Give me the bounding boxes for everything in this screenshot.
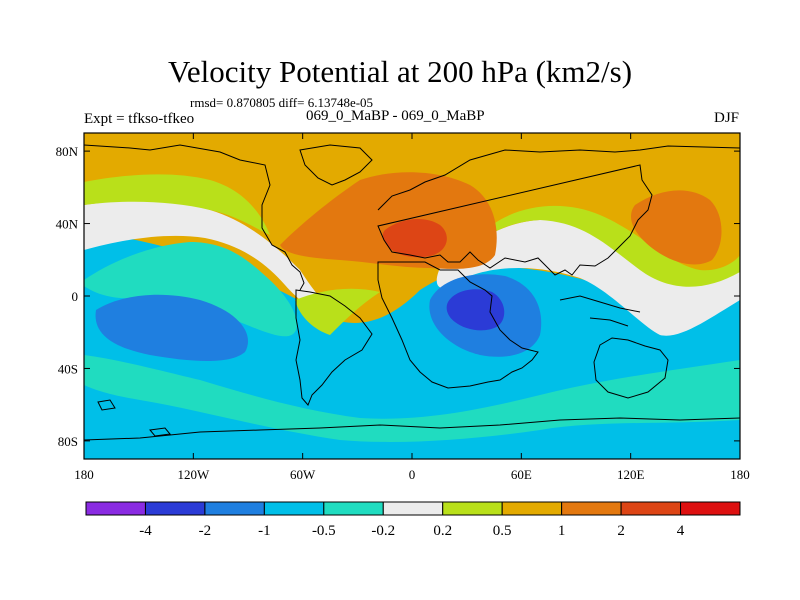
x-tick-label: 60E <box>511 467 532 482</box>
y-tick-label: 0 <box>72 289 79 304</box>
coast-south-america <box>295 289 373 406</box>
coast-north-america <box>84 144 305 291</box>
x-tick-label: 60W <box>290 467 316 482</box>
chart-title: Velocity Potential at 200 hPa (km2/s) <box>167 54 633 89</box>
season-label: DJF <box>713 110 739 126</box>
x-tick-label: 120W <box>177 467 210 482</box>
stats-label: rmsd= 0.870805 diff= 6.13748e-05 <box>190 95 374 110</box>
y-tick-label: 40N <box>56 217 79 232</box>
coast-greenland <box>299 144 373 186</box>
x-tick-label: 120E <box>617 467 645 482</box>
colorbar-swatch <box>620 501 682 516</box>
colorbar-label: -1 <box>258 523 271 539</box>
colorbar-swatch <box>501 501 563 516</box>
colorbar-label: -4 <box>139 523 152 539</box>
contour-fill-layer <box>84 133 740 459</box>
colorbar: -4 -2 -1 -0.5 -0.2 0.2 0.5 1 2 4 <box>85 501 741 539</box>
contour-band-teal-west <box>84 242 297 337</box>
y-tick-label: 40S <box>58 361 78 376</box>
coast-antarctica <box>84 417 740 441</box>
colorbar-swatch <box>680 501 741 516</box>
coast-eurasia <box>377 145 740 276</box>
coast-africa <box>377 261 539 389</box>
contour-band-white-west <box>84 200 335 314</box>
contour-band-teal-south <box>84 355 740 442</box>
coastlines <box>84 144 740 441</box>
contour-band-deep-blue-africa <box>446 289 505 331</box>
colorbar-label: 2 <box>617 523 625 539</box>
colorbar-label: 0.2 <box>433 523 452 539</box>
x-tick-label: 0 <box>409 467 416 482</box>
colorbar-label: 4 <box>677 523 685 539</box>
x-tick-label: 180 <box>74 467 94 482</box>
colorbar-swatch <box>561 501 622 516</box>
coast-indonesia <box>559 295 641 327</box>
x-axis: 180 120W 60W 0 60E 120E 180 <box>74 133 750 482</box>
y-axis: 80N 40N 0 40S 80S <box>56 144 740 449</box>
colorbar-label: -0.5 <box>312 523 336 539</box>
case-label: 069_0_MaBP - 069_0_MaBP <box>306 108 485 124</box>
y-tick-label: 80S <box>58 434 78 449</box>
colorbar-swatch <box>382 501 444 516</box>
contour-band-dark-orange-pacific <box>631 190 722 265</box>
colorbar-swatch <box>263 501 325 516</box>
colorbar-label: 0.5 <box>493 523 512 539</box>
experiment-label: Expt = tfkso-tfkeo <box>84 111 195 127</box>
contour-band-blue-pacific <box>95 294 248 361</box>
contour-band-green-east <box>466 205 740 287</box>
colorbar-label: 1 <box>558 523 566 539</box>
contour-band-red-core <box>382 218 447 258</box>
colorbar-swatch <box>442 501 503 516</box>
colorbar-swatch <box>323 501 384 516</box>
coast-lakes <box>97 399 171 437</box>
coast-australia <box>593 337 669 399</box>
contour-band-green-south <box>295 288 380 335</box>
colorbar-label: -0.2 <box>371 523 395 539</box>
colorbar-swatch <box>204 501 265 516</box>
colorbar-swatch <box>85 501 146 516</box>
contour-band-white-east <box>436 219 740 336</box>
y-tick-label: 80N <box>56 144 79 159</box>
x-tick-label: 180 <box>730 467 750 482</box>
contour-band-green-north <box>84 174 270 235</box>
colorbar-label: -2 <box>199 523 212 539</box>
colorbar-swatch <box>144 501 206 516</box>
